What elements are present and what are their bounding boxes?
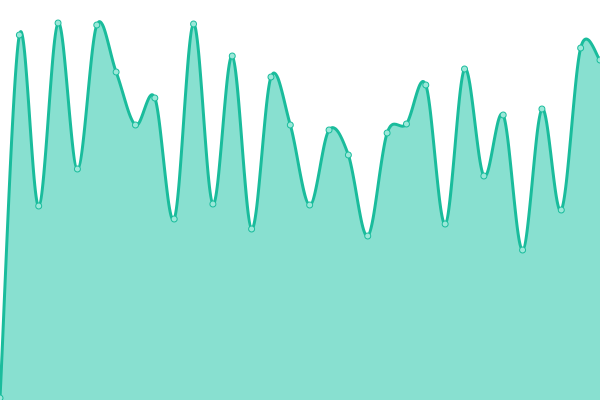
data-point-29 [557, 206, 565, 214]
data-point-24 [461, 65, 469, 73]
data-point-14 [267, 73, 275, 81]
data-point-26 [499, 111, 507, 119]
data-point-8 [151, 94, 159, 102]
area-fill [0, 21, 600, 400]
data-point-10 [190, 20, 198, 28]
data-point-22 [422, 81, 430, 89]
data-points [0, 19, 600, 400]
data-point-9 [170, 215, 178, 223]
data-point-20 [383, 129, 391, 137]
data-point-1 [15, 31, 23, 39]
data-point-3 [54, 19, 62, 27]
data-point-15 [286, 121, 294, 129]
data-point-0 [0, 394, 4, 400]
data-point-25 [480, 172, 488, 180]
data-point-16 [306, 201, 314, 209]
data-point-5 [93, 21, 101, 29]
data-point-23 [441, 220, 449, 228]
data-point-28 [538, 105, 546, 113]
data-point-27 [519, 246, 527, 254]
data-point-12 [228, 52, 236, 60]
data-point-11 [209, 200, 217, 208]
data-point-4 [73, 165, 81, 173]
data-point-18 [344, 151, 352, 159]
data-point-7 [131, 121, 139, 129]
data-point-17 [325, 126, 333, 134]
data-point-31 [596, 56, 600, 64]
data-point-21 [402, 120, 410, 128]
data-point-2 [35, 202, 43, 210]
data-point-19 [364, 232, 372, 240]
data-point-13 [248, 225, 256, 233]
data-point-30 [577, 44, 585, 52]
data-point-6 [112, 68, 120, 76]
